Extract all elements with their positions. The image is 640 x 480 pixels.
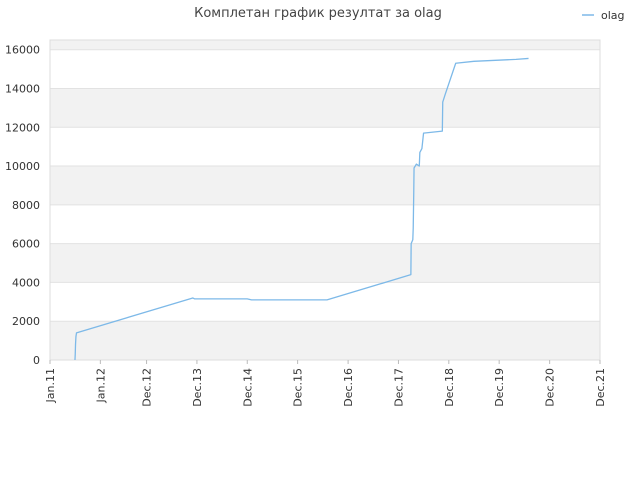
y-tick-label: 10000	[5, 160, 40, 173]
x-tick-label: Dec.20	[544, 368, 557, 407]
series-layer	[74, 57, 529, 361]
y-tick-label: 14000	[5, 82, 40, 95]
x-tick-label: Dec.14	[241, 368, 254, 407]
background-band	[50, 88, 600, 128]
chart-title: Комплетан график резултат за olag	[194, 6, 442, 21]
x-axis-ticks: Jan.11 Jan.12 Dec.12 Dec.13 Dec.14 Dec.15 Dec.…	[44, 360, 607, 407]
x-tick-label: Dec.17	[392, 368, 405, 407]
legend: olag	[582, 9, 625, 22]
x-tick-label: Dec.15	[292, 368, 305, 407]
x-tick-label: Dec.21	[594, 368, 607, 407]
x-tick-label: Jan.11	[44, 368, 57, 403]
y-tick-label: 8000	[12, 199, 40, 212]
y-tick-label: 2000	[12, 315, 40, 328]
x-tick-label: Dec.16	[342, 368, 355, 407]
series-line-olag	[74, 57, 529, 361]
x-tick-label: Jan.12	[94, 368, 107, 403]
x-tick-label: Dec.12	[141, 368, 154, 407]
background-band	[50, 321, 600, 360]
background-band	[50, 243, 600, 283]
background-band	[50, 166, 600, 205]
background-band	[50, 40, 600, 50]
x-tick-label: Dec.13	[191, 368, 204, 407]
x-tick-label: Dec.18	[443, 368, 456, 407]
x-tick-label: Dec.19	[493, 368, 506, 407]
y-axis-ticks: 0 2000 4000 6000 8000 10000 12000 14000 16000	[5, 44, 40, 367]
y-tick-label: 0	[33, 354, 40, 367]
legend-label: olag	[601, 9, 625, 22]
y-tick-label: 16000	[5, 44, 40, 57]
y-tick-label: 12000	[5, 121, 40, 134]
y-tick-label: 4000	[12, 276, 40, 289]
background-bands	[50, 40, 600, 360]
plot-frame	[49, 39, 601, 361]
y-tick-label: 6000	[12, 238, 40, 251]
